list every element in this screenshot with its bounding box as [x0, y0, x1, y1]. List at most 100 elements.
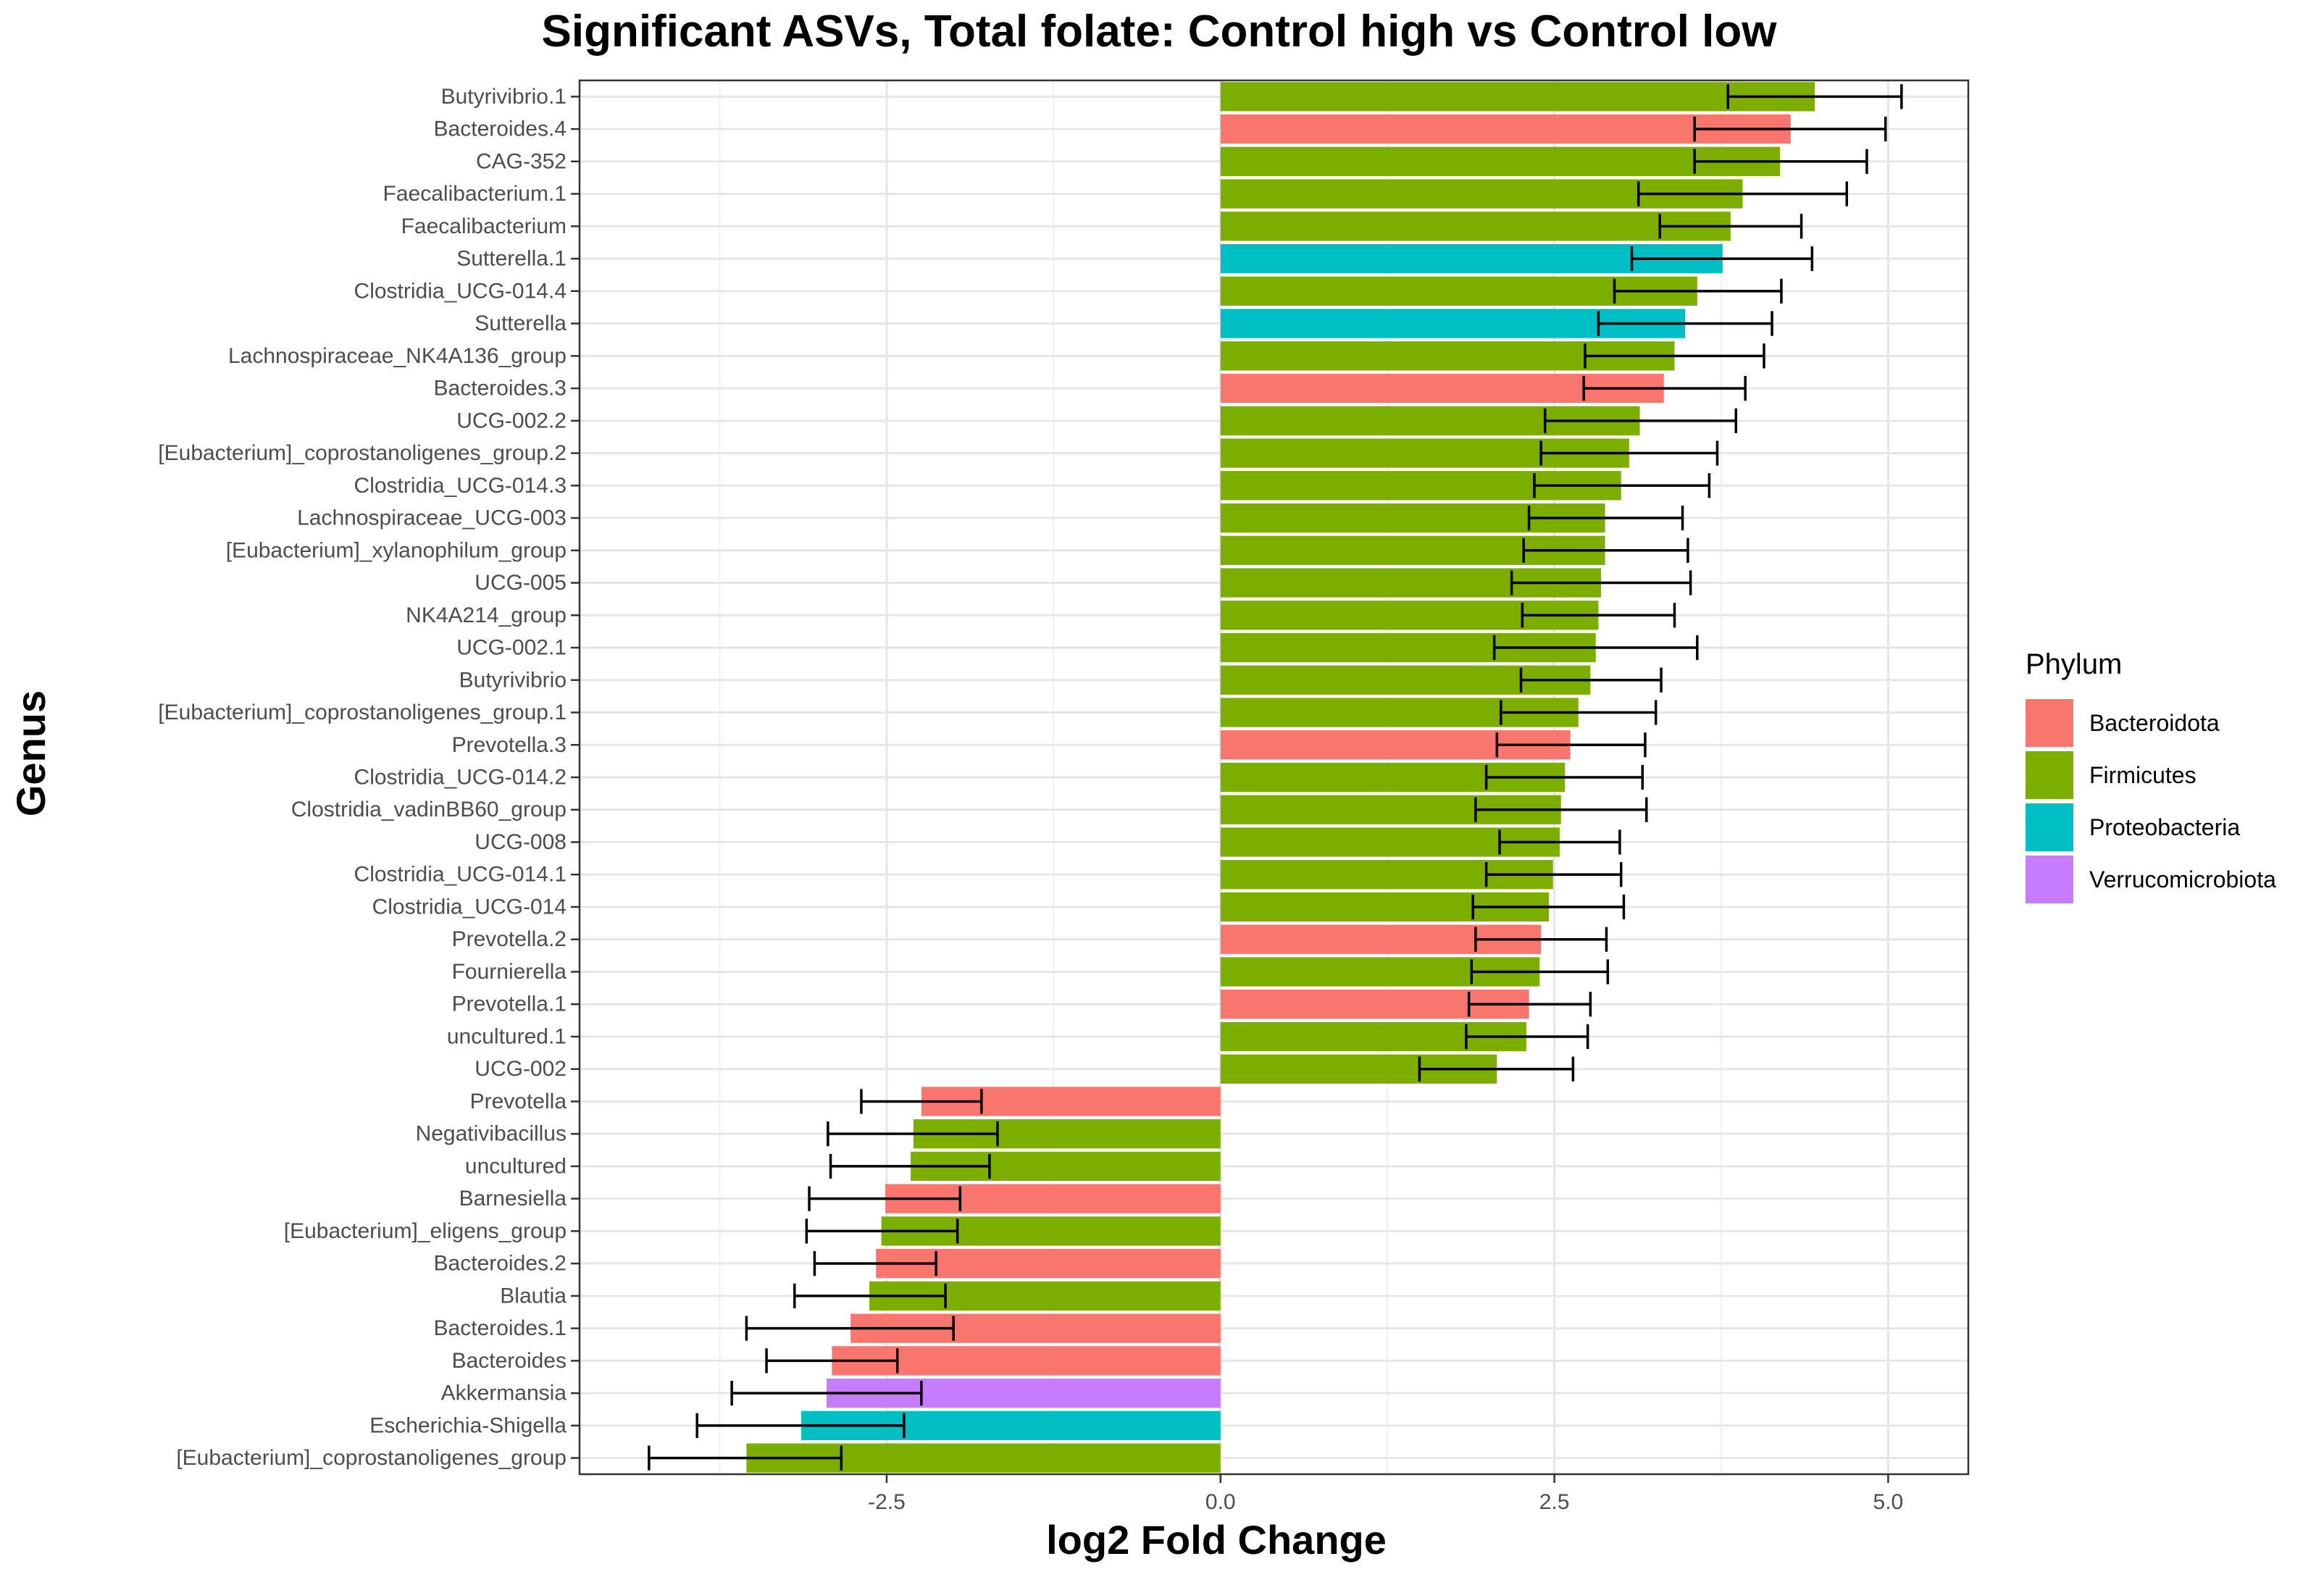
error-bar	[1418, 1056, 1575, 1082]
y-tick-label: Lachnospiraceae_NK4A136_group	[228, 344, 567, 368]
legend-key	[2026, 751, 2073, 799]
error-bar	[765, 1348, 899, 1374]
y-tick-label: Sutterella	[475, 312, 567, 335]
error-bar	[793, 1283, 947, 1309]
error-bar	[1495, 732, 1647, 758]
error-bar	[1543, 408, 1738, 433]
y-tick-label: Clostridia_UCG-014	[372, 895, 567, 919]
legend-title: Phylum	[2026, 648, 2122, 680]
bar	[1220, 82, 1815, 112]
x-axis-title: log2 Fold Change	[1046, 1517, 1387, 1563]
y-tick-label: Clostridia_UCG-014.1	[354, 863, 567, 887]
error-bar	[1637, 181, 1849, 206]
y-tick-label: Prevotella	[470, 1090, 567, 1113]
y-tick-label: [Eubacterium]_eligens_group	[284, 1219, 567, 1243]
legend-key	[2026, 803, 2073, 851]
error-bar	[1693, 117, 1887, 142]
error-bar	[1474, 927, 1608, 952]
y-tick-label: Bacteroides.3	[434, 377, 567, 401]
y-tick-label: Negativibacillus	[416, 1122, 567, 1146]
y-tick-label: Bacteroides.1	[434, 1316, 567, 1340]
legend-key	[2026, 856, 2073, 903]
y-tick-label: CAG-352	[476, 149, 567, 173]
error-bar	[1498, 829, 1621, 855]
y-tick-label: Blautia	[500, 1284, 567, 1308]
error-bar	[860, 1089, 983, 1114]
y-axis-ticks: Butyrivibrio.1 Bacteroides.4 CAG-352 Faecal…	[158, 85, 580, 1470]
y-tick-label: NK4A214_group	[406, 603, 567, 627]
y-tick-label: UCG-008	[475, 830, 567, 854]
error-bar	[1522, 538, 1689, 563]
bar	[1220, 212, 1731, 241]
y-tick-label: UCG-005	[475, 571, 567, 595]
error-bar	[1500, 700, 1658, 725]
error-bar	[1584, 343, 1765, 369]
x-axis-ticks: -2.5 0.0 2.5 5.0	[868, 1474, 1903, 1514]
y-axis-title: Genus	[8, 690, 54, 816]
error-bar	[1726, 84, 1903, 109]
y-tick-label: Butyrivibrio.1	[441, 85, 567, 109]
error-bar	[829, 1153, 991, 1179]
y-tick-label: Prevotella.3	[452, 733, 567, 757]
y-tick-label: Sutterella.1	[456, 247, 567, 271]
x-tick-label: 2.5	[1539, 1490, 1570, 1514]
y-tick-label: Faecalibacterium.1	[383, 182, 567, 206]
error-bar	[1693, 149, 1868, 174]
y-tick-label: uncultured	[465, 1154, 567, 1178]
error-bar	[1470, 959, 1610, 984]
error-bars-group	[648, 84, 1903, 1471]
error-bar	[1467, 992, 1592, 1017]
y-tick-label: Prevotella.2	[452, 927, 567, 951]
error-bar	[1484, 862, 1623, 887]
y-tick-label: [Eubacterium]_xylanophilum_group	[226, 538, 567, 562]
error-bar	[805, 1218, 959, 1244]
y-tick-label: Barnesiella	[459, 1187, 567, 1211]
y-tick-label: Bacteroides	[452, 1349, 567, 1373]
x-tick-label: 0.0	[1205, 1490, 1236, 1514]
error-bar	[1527, 505, 1684, 531]
x-tick-label: -2.5	[868, 1490, 906, 1514]
y-tick-label: Clostridia_UCG-014.4	[354, 279, 567, 303]
y-tick-label: [Eubacterium]_coprostanoligenes_group	[176, 1446, 567, 1470]
error-bar	[1510, 570, 1692, 595]
y-tick-label: Prevotella.1	[452, 992, 567, 1016]
bar	[1220, 146, 1781, 176]
y-tick-label: [Eubacterium]_coprostanoligenes_group.2	[158, 441, 567, 465]
legend-items: Bacteroidota Firmicutes Proteobacteria Verr…	[2026, 699, 2276, 903]
y-tick-label: Bacteroides.2	[434, 1252, 567, 1276]
y-tick-label: Clostridia_vadinBB60_group	[291, 798, 567, 821]
y-tick-label: Akkermansia	[441, 1381, 567, 1405]
error-bar	[648, 1445, 843, 1471]
legend-label: Bacteroidota	[2089, 710, 2220, 736]
y-tick-label: Lachnospiraceae_UCG-003	[297, 506, 567, 530]
y-tick-label: Bacteroides.4	[434, 117, 567, 141]
legend-label: Verrucomicrobiota	[2089, 866, 2276, 892]
error-bar	[1492, 635, 1699, 661]
y-tick-label: Butyrivibrio	[459, 668, 567, 692]
x-tick-label: 5.0	[1873, 1490, 1904, 1514]
error-bar	[1471, 894, 1626, 920]
y-tick-label: Clostridia_UCG-014.2	[354, 766, 567, 790]
y-tick-label: Faecalibacterium	[401, 214, 567, 238]
y-tick-label: [Eubacterium]_coprostanoligenes_group.1	[158, 701, 567, 724]
y-tick-label: UCG-002.1	[456, 636, 567, 660]
error-bar	[1582, 375, 1747, 401]
legend-label: Firmicutes	[2089, 762, 2196, 788]
error-bar	[1519, 667, 1663, 693]
legend-key	[2026, 699, 2073, 747]
y-tick-label: uncultured.1	[447, 1024, 567, 1048]
error-bar	[1474, 797, 1648, 822]
y-tick-label: UCG-002.2	[456, 409, 567, 432]
error-bar	[730, 1381, 923, 1406]
error-bar	[745, 1316, 955, 1341]
error-bar	[1658, 214, 1803, 239]
error-bar	[808, 1186, 962, 1211]
error-bar	[1597, 311, 1773, 336]
error-bar	[813, 1251, 937, 1276]
error-bar	[1613, 278, 1783, 304]
error-bar	[1533, 473, 1711, 498]
y-tick-label: Fournierella	[452, 960, 567, 984]
error-bar	[1484, 764, 1644, 790]
y-tick-label: Clostridia_UCG-014.3	[354, 474, 567, 498]
